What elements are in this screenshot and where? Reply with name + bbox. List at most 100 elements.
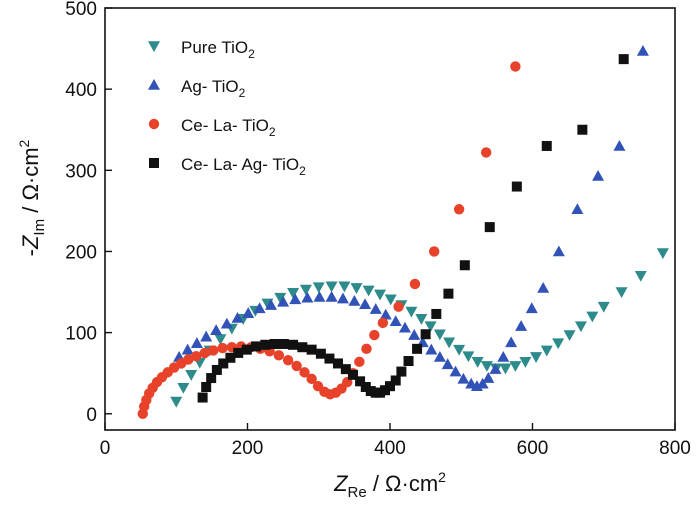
- data-point: [265, 299, 278, 310]
- x-tick-label: 200: [232, 438, 264, 459]
- legend-label: Ce- La- Ag- TiO2: [181, 155, 306, 178]
- legend-marker: [148, 118, 160, 130]
- data-point: [170, 396, 183, 408]
- legend-marker: [148, 79, 160, 90]
- legend-label: Ag- TiO2: [181, 77, 246, 100]
- data-point: [177, 383, 190, 394]
- data-point: [457, 372, 470, 384]
- x-tick-label: 800: [659, 438, 691, 459]
- data-point: [291, 360, 302, 372]
- data-point: [377, 317, 389, 329]
- data-point: [530, 352, 543, 363]
- series-0: [170, 248, 669, 408]
- data-point: [453, 344, 466, 356]
- data-point: [274, 292, 287, 304]
- data-point: [277, 295, 290, 307]
- legend-item: Ag- TiO2: [148, 77, 246, 100]
- data-point: [384, 294, 397, 306]
- data-point: [251, 341, 262, 352]
- data-point: [636, 45, 649, 56]
- data-point: [443, 288, 454, 299]
- data-point: [369, 303, 382, 314]
- data-point: [287, 288, 300, 299]
- data-point: [431, 308, 442, 319]
- data-point: [537, 281, 550, 293]
- data-point: [499, 363, 512, 375]
- data-point: [269, 338, 280, 349]
- y-axis-title: -ZIm / Ω·cm2: [16, 139, 48, 256]
- data-point: [183, 354, 194, 365]
- data-point: [586, 311, 599, 323]
- data-point: [459, 260, 470, 271]
- data-point: [288, 339, 299, 350]
- data-point: [312, 282, 325, 294]
- data-point: [462, 351, 475, 363]
- plot-frame: [104, 7, 676, 431]
- data-point: [453, 204, 465, 215]
- data-point: [571, 203, 584, 215]
- data-point: [191, 350, 202, 362]
- data-point: [489, 363, 502, 374]
- data-point: [385, 381, 395, 392]
- series-3: [197, 54, 629, 403]
- data-point: [348, 294, 361, 306]
- data-point: [297, 342, 308, 353]
- data-point: [597, 301, 610, 313]
- data-point: [425, 343, 438, 355]
- data-point: [525, 302, 538, 314]
- data-point: [497, 350, 510, 362]
- data-point: [656, 248, 669, 260]
- data-point: [336, 292, 349, 304]
- data-point: [233, 347, 244, 358]
- data-point: [359, 298, 372, 310]
- data-point: [389, 315, 402, 327]
- data-point: [540, 345, 553, 357]
- series-2: [137, 61, 521, 419]
- x-tick-label: 400: [374, 438, 406, 459]
- data-point: [282, 355, 294, 366]
- data-point: [443, 337, 456, 349]
- data-point: [369, 329, 380, 341]
- data-point: [206, 373, 217, 384]
- data-point: [289, 293, 302, 305]
- data-point: [190, 337, 203, 348]
- data-point: [299, 284, 312, 296]
- data-point: [405, 306, 418, 318]
- data-point: [592, 169, 605, 181]
- data-point: [200, 330, 213, 342]
- data-point: [324, 353, 335, 364]
- data-point: [325, 290, 338, 302]
- data-point: [278, 338, 289, 349]
- data-point: [197, 392, 208, 403]
- data-point: [306, 344, 317, 355]
- x-tick-label: 600: [517, 438, 549, 459]
- y-tick-label: 300: [65, 161, 97, 182]
- data-point: [241, 344, 252, 355]
- data-point: [615, 287, 628, 299]
- data-point: [505, 336, 518, 348]
- data-point: [273, 350, 285, 361]
- x-tick-label: 0: [100, 438, 111, 459]
- data-point: [355, 376, 366, 387]
- data-point: [634, 271, 647, 282]
- data-point: [361, 343, 372, 355]
- data-point: [511, 181, 522, 192]
- data-point: [220, 317, 233, 329]
- data-point: [618, 54, 629, 65]
- data-point: [354, 356, 365, 368]
- data-point: [260, 339, 271, 350]
- data-point: [374, 289, 387, 301]
- axis-titles: ZRe / Ω·cm2 -ZIm / Ω·cm2: [16, 139, 446, 501]
- data-point: [480, 147, 492, 158]
- legend: Pure TiO2 Ag- TiO2 Ce- La- TiO2 Ce- La- Ag-…: [148, 38, 306, 178]
- y-tick-label: 200: [65, 242, 97, 263]
- data-point: [347, 369, 358, 380]
- data-point: [552, 245, 565, 257]
- data-point: [515, 320, 528, 331]
- data-point: [396, 366, 407, 377]
- data-point: [449, 365, 462, 377]
- legend-label: Ce- La- TiO2: [181, 116, 276, 139]
- data-point: [242, 307, 255, 318]
- data-point: [325, 281, 338, 293]
